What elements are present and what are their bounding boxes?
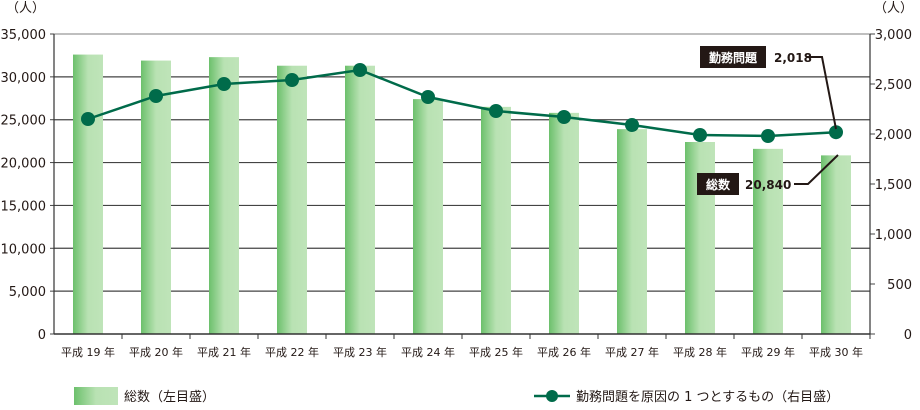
right-tick-label: 3,000: [875, 28, 912, 43]
x-tick-label: 平成 25 年: [469, 345, 523, 359]
legend-line-marker: [546, 390, 558, 402]
line-point: [217, 77, 231, 91]
right-tick-label: 500: [887, 278, 912, 293]
left-tick-label: 0: [38, 328, 46, 343]
annotation-line-tag: 勤務問題: [709, 50, 758, 65]
line-point: [625, 118, 639, 132]
bar: [345, 65, 375, 334]
bar: [685, 142, 715, 334]
x-tick-label: 平成 20 年: [129, 345, 183, 359]
right-unit-label: （人）: [874, 1, 913, 16]
bar: [617, 129, 647, 334]
line-point: [761, 129, 775, 143]
left-tick-label: 20,000: [1, 157, 47, 172]
bar: [481, 106, 511, 334]
x-tick-label: 平成 30 年: [809, 345, 863, 359]
legend-bar-label: 総数（左目盛）: [124, 390, 215, 405]
legend: 総数（左目盛） 勤務問題を原因の 1 つとするもの（右目盛）: [74, 387, 839, 405]
right-tick-label: 0: [904, 328, 912, 343]
left-tick-label: 15,000: [1, 199, 47, 214]
x-tick-label: 平成 27 年: [605, 345, 659, 359]
x-tick-label: 平成 22 年: [265, 345, 319, 359]
bar: [141, 60, 171, 334]
x-tick-label: 平成 26 年: [537, 345, 591, 359]
bar: [753, 148, 783, 334]
annotation-line: 勤務問題 2,018: [700, 46, 837, 130]
right-tick-label: 2,000: [875, 128, 912, 143]
line-point: [693, 128, 707, 142]
x-tick-label: 平成 23 年: [333, 345, 387, 359]
left-tick-label: 30,000: [1, 71, 47, 86]
line-point: [285, 73, 299, 87]
annotation-bar-value: 20,840: [745, 178, 791, 192]
annotation-line-value: 2,018: [774, 51, 812, 65]
left-tick-label: 25,000: [1, 114, 47, 129]
bar: [277, 65, 307, 334]
bar: [73, 54, 103, 334]
line-point: [829, 125, 843, 140]
x-tick-label: 平成 19 年: [61, 345, 115, 359]
bar: [413, 99, 443, 335]
legend-bar-swatch: [74, 387, 118, 405]
x-tick-label: 平成 28 年: [673, 345, 727, 359]
right-tick-label: 2,500: [875, 78, 912, 93]
annotation-bar-tag: 総数: [706, 177, 731, 192]
x-tick-label: 平成 21 年: [197, 345, 251, 359]
right-tick-label: 1,000: [875, 228, 912, 243]
left-tick-label: 5,000: [9, 285, 46, 300]
left-unit-label: （人）: [6, 1, 45, 16]
bar: [549, 112, 579, 334]
x-tick-label: 平成 24 年: [401, 345, 455, 359]
line-point: [149, 89, 163, 103]
bar: [821, 155, 851, 334]
line-point: [489, 104, 503, 118]
line-point: [557, 110, 571, 124]
left-tick-label: 10,000: [1, 242, 47, 257]
right-tick-label: 1,500: [875, 178, 912, 193]
line-point: [81, 112, 95, 126]
annotation-bar: 総数 20,840: [697, 154, 839, 195]
legend-line-label: 勤務問題を原因の 1 つとするもの（右目盛）: [576, 390, 839, 405]
line-point: [421, 90, 435, 104]
line-point: [353, 63, 367, 77]
left-tick-label: 35,000: [1, 28, 47, 43]
series-line: [87, 68, 837, 138]
x-tick-label: 平成 29 年: [741, 345, 795, 359]
bar: [209, 57, 239, 335]
